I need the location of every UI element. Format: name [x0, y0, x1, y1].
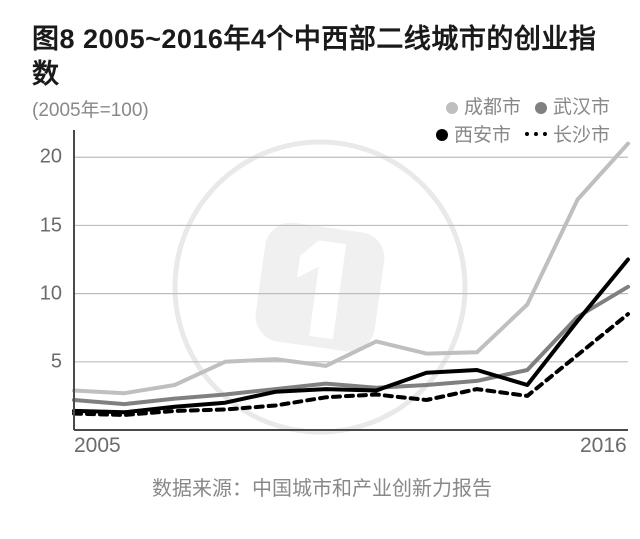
figure-frame: 图8 2005~2016年4个中西部二线城市的创业指数 (2005年=100) … — [0, 0, 640, 501]
chart-title: 图8 2005~2016年4个中西部二线城市的创业指数 — [32, 22, 612, 91]
series-chengdu — [74, 144, 628, 394]
y-tick-10: 10 — [32, 282, 62, 305]
legend-label-wuhan: 武汉市 — [553, 94, 610, 122]
y-tick-15: 15 — [32, 214, 62, 237]
y-tick-20: 20 — [32, 146, 62, 169]
legend-swatch-wuhan — [535, 102, 547, 114]
source-label: 数据来源：中国城市和产业创新力报告 — [32, 472, 612, 501]
legend-item-wuhan: 武汉市 — [535, 94, 610, 122]
line-chart-svg — [32, 130, 640, 432]
y-tick-5: 5 — [32, 350, 62, 373]
legend-item-chengdu: 成都市 — [446, 94, 521, 122]
legend-label-chengdu: 成都市 — [464, 94, 521, 122]
x-tick-2005: 2005 — [74, 434, 121, 458]
x-tick-2016: 2016 — [580, 434, 627, 458]
legend-swatch-chengdu — [446, 102, 458, 114]
chart-area: 510152020052016 — [32, 130, 612, 430]
